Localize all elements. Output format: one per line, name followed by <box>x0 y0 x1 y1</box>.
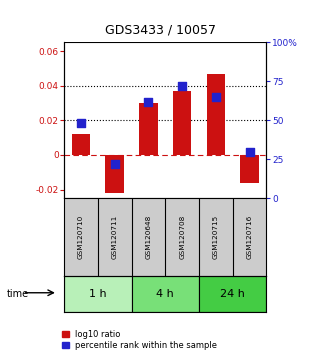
Text: 1 h: 1 h <box>89 289 107 299</box>
Bar <box>72 134 90 155</box>
Text: GSM120716: GSM120716 <box>247 215 253 259</box>
Bar <box>139 103 158 155</box>
Bar <box>199 276 266 312</box>
Text: GSM120648: GSM120648 <box>145 215 152 259</box>
Point <box>78 121 83 126</box>
Text: GSM120708: GSM120708 <box>179 215 185 259</box>
Bar <box>207 74 225 155</box>
Point <box>179 83 185 89</box>
Point <box>112 161 117 167</box>
Text: GSM120715: GSM120715 <box>213 215 219 259</box>
Legend: log10 ratio, percentile rank within the sample: log10 ratio, percentile rank within the … <box>62 330 217 350</box>
Text: 4 h: 4 h <box>156 289 174 299</box>
Text: GSM120711: GSM120711 <box>112 215 118 259</box>
Text: GDS3433 / 10057: GDS3433 / 10057 <box>105 23 216 36</box>
Bar <box>240 155 259 183</box>
Point <box>146 99 151 104</box>
Text: 24 h: 24 h <box>220 289 245 299</box>
Point <box>213 94 218 100</box>
Bar <box>173 91 191 155</box>
Bar <box>106 155 124 193</box>
Bar <box>64 276 132 312</box>
Bar <box>132 276 199 312</box>
Point <box>247 149 252 154</box>
Text: GSM120710: GSM120710 <box>78 215 84 259</box>
Text: time: time <box>6 289 29 299</box>
